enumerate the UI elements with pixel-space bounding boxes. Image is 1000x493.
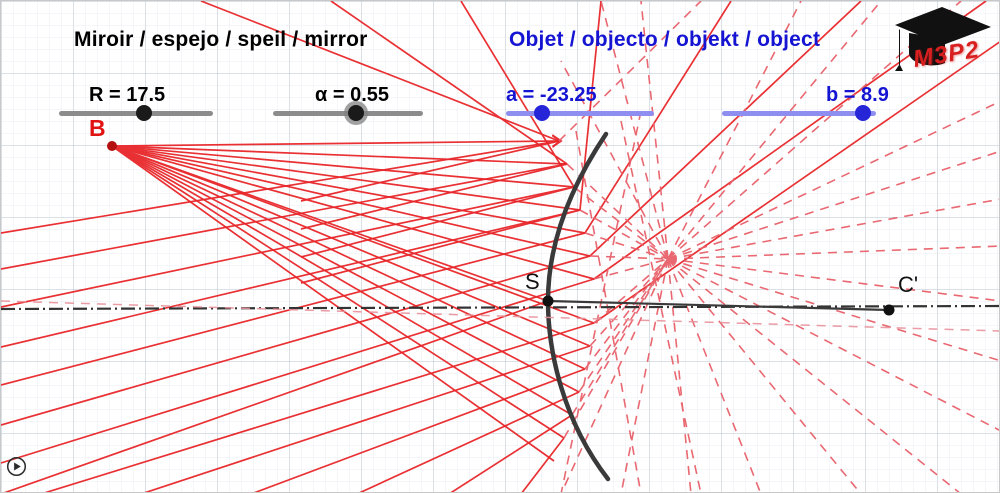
secondary-virtual-line <box>1 300 999 332</box>
point-S-dot[interactable] <box>542 295 554 307</box>
axis-segment-S-Cprime <box>547 299 890 312</box>
slider-b-knob[interactable] <box>855 105 871 121</box>
point-Cprime-dot[interactable] <box>883 304 895 316</box>
object-section-title: Objet / objecto / objekt / object <box>509 28 821 51</box>
slider-b-value: b = 8.9 <box>826 84 889 106</box>
point-Cprime-label: C' <box>898 272 919 297</box>
slider-R-knob[interactable] <box>136 105 152 121</box>
slider-R-value: R = 17.5 <box>89 84 166 106</box>
slider-alpha[interactable]: α = 0.55 <box>273 84 423 127</box>
point-B-dot[interactable] <box>107 141 117 151</box>
slider-a-knob[interactable] <box>534 105 550 121</box>
mirror-section-title: Miroir / espejo / speil / mirror <box>74 28 368 51</box>
virtual-ray-bundle <box>558 1 999 492</box>
slider-b-track[interactable] <box>722 111 876 116</box>
play-reset-button[interactable] <box>6 456 27 477</box>
slider-alpha-knob[interactable] <box>348 105 364 121</box>
slider-R[interactable]: R = 17.5 <box>59 84 213 127</box>
slider-a-track[interactable] <box>506 111 654 116</box>
slider-b[interactable]: b = 8.9 <box>722 84 889 127</box>
incident-ray-bundle <box>111 141 595 462</box>
point-S-label: S <box>525 269 540 294</box>
reflected-ray-bundle <box>1 140 595 492</box>
m3p2-logo: M3P2 <box>887 3 997 79</box>
point-B-label: B <box>89 115 106 141</box>
slider-alpha-value: α = 0.55 <box>315 84 390 106</box>
graduation-cap-icon <box>895 7 991 71</box>
slider-a[interactable]: a = -23.25 <box>506 84 654 127</box>
slider-a-value: a = -23.25 <box>506 84 597 106</box>
